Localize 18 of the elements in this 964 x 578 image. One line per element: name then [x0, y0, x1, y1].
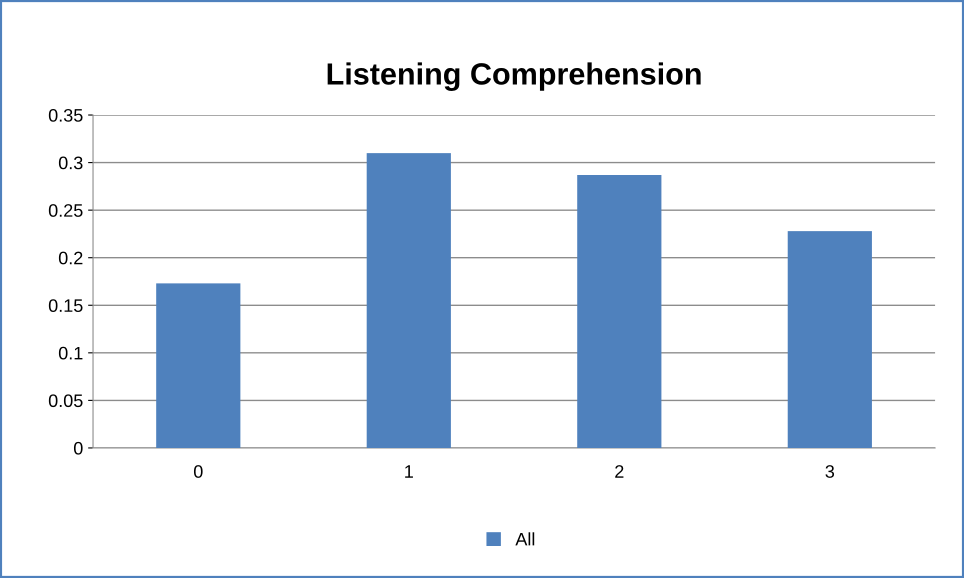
y-tick-label: 0.35: [48, 108, 83, 122]
bar: [577, 174, 662, 448]
y-tick-label: 0.25: [48, 204, 83, 217]
y-tick-label: 0.15: [48, 299, 83, 312]
x-tick-label: 3: [825, 465, 834, 478]
bar: [156, 283, 240, 448]
legend-label: All: [515, 532, 534, 546]
chart-title: Listening Comprehension: [328, 62, 701, 91]
x-tick-label: 2: [615, 465, 624, 478]
x-tick-label: 1: [405, 465, 413, 478]
bar: [788, 231, 872, 448]
y-tick-label: 0.05: [48, 394, 83, 408]
y-tick-label: 0.3: [58, 156, 83, 170]
y-tick-label: 0.1: [58, 346, 82, 360]
y-tick-label: 0: [74, 442, 83, 455]
y-tick-label: 0.2: [58, 252, 82, 264]
x-tick-label: 0: [194, 465, 203, 478]
bar: [366, 153, 451, 448]
